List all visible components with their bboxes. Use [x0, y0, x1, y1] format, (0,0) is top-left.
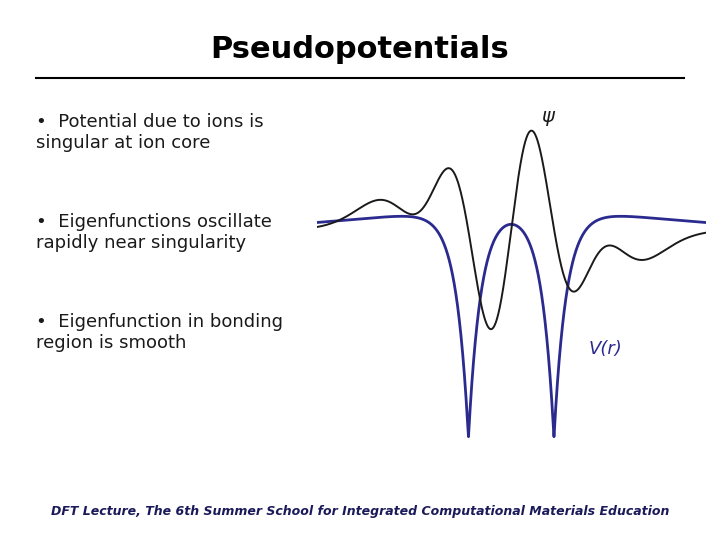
Text: •  Eigenfunction in bonding
region is smooth: • Eigenfunction in bonding region is smo… [36, 313, 283, 352]
Text: DFT Lecture, The 6th Summer School for Integrated Computational Materials Educat: DFT Lecture, The 6th Summer School for I… [51, 505, 669, 518]
Text: •  Eigenfunctions oscillate
rapidly near singularity: • Eigenfunctions oscillate rapidly near … [36, 213, 272, 252]
Text: V(r): V(r) [589, 340, 623, 358]
Text: ψ: ψ [541, 107, 554, 126]
Text: •  Potential due to ions is
singular at ion core: • Potential due to ions is singular at i… [36, 113, 264, 152]
Text: Pseudopotentials: Pseudopotentials [211, 35, 509, 64]
